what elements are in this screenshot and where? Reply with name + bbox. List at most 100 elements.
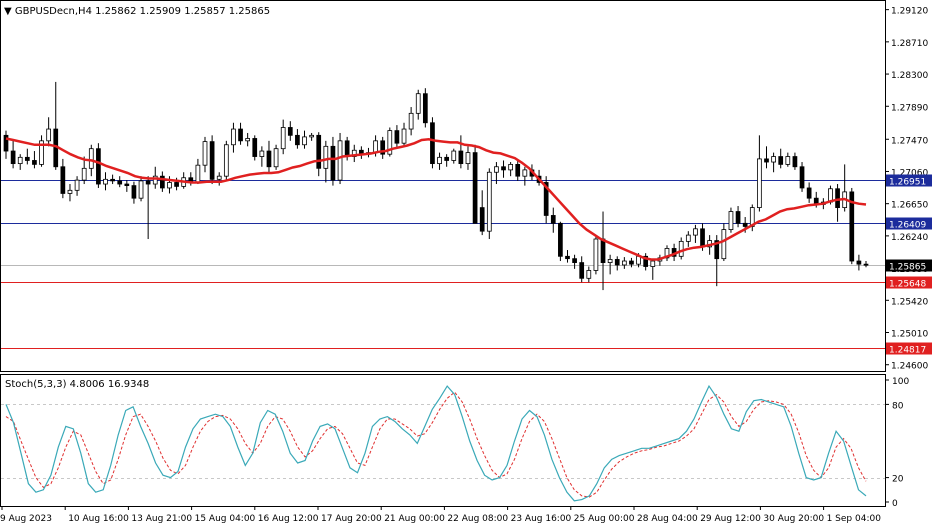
candle-body-72 xyxy=(515,163,521,177)
candle-body-120 xyxy=(856,260,862,265)
price-tick-label-1: 1.28710 xyxy=(891,39,928,49)
price-tick-label-7: 1.26240 xyxy=(891,233,928,243)
candle-body-81 xyxy=(579,262,585,279)
candle-body-93 xyxy=(664,248,670,259)
price-tick-label-0: 1.29120 xyxy=(891,7,928,17)
candles xyxy=(3,81,869,291)
candle-body-86 xyxy=(614,259,620,266)
candle-body-108 xyxy=(771,156,776,163)
stoch-tick-label-2: 20 xyxy=(892,475,904,485)
price-axis: 1.29120 1.28710 1.28300 1.27890 1.27470 1.270… xyxy=(885,7,928,372)
candle-body-60 xyxy=(430,122,435,165)
time-tick-label-9: 25 Aug 00:00 xyxy=(574,514,635,524)
candle-body-42 xyxy=(302,136,307,146)
candle-body-27 xyxy=(195,164,201,183)
candle-body-8 xyxy=(60,166,66,194)
open-value: 1.25862 xyxy=(95,6,136,17)
price-tick-label-6: 1.26650 xyxy=(891,201,928,211)
stoch-main-line xyxy=(5,384,867,502)
time-tick-label-6: 21 Aug 00:00 xyxy=(384,514,445,524)
candle-body-64 xyxy=(458,150,464,165)
price-tick-label-5: 1.27060 xyxy=(891,168,928,178)
candle-body-6 xyxy=(46,128,51,142)
candle-body-31 xyxy=(223,144,229,177)
candle-body-76 xyxy=(543,182,549,216)
candle-body-66 xyxy=(472,152,478,224)
stoch-tick-label-3: 0 xyxy=(892,499,898,509)
time-tick-label-0: 9 Aug 2023 xyxy=(0,514,52,524)
candle-body-84 xyxy=(600,238,606,263)
candle-body-16 xyxy=(117,180,123,185)
candle-body-95 xyxy=(678,240,684,257)
candle-body-61 xyxy=(437,156,442,165)
time-tick-label-1: 10 Aug 16:00 xyxy=(68,514,129,524)
price-tick-label-9: 1.25420 xyxy=(891,297,928,307)
candle-body-12 xyxy=(88,148,94,169)
candle-body-1 xyxy=(10,150,16,165)
candle-body-73 xyxy=(522,169,528,177)
candle-body-29 xyxy=(209,141,215,180)
time-tick-label-3: 15 Aug 04:00 xyxy=(195,514,256,524)
stochastic-panel[interactable]: 100 80 20 0 Stoch(5,3,3) 4.8006 16.9348 xyxy=(0,374,910,510)
time-tick-label-8: 23 Aug 16:00 xyxy=(511,514,572,524)
candle-body-69 xyxy=(494,166,499,173)
price-tag-label-0: 1.26951 xyxy=(889,178,926,188)
price-tag-2 xyxy=(886,259,932,272)
candle-body-82 xyxy=(586,270,592,279)
time-tick-label-10: 28 Aug 04:00 xyxy=(637,514,698,524)
candle-body-52 xyxy=(373,140,378,154)
time-tick-label-7: 22 Aug 08:00 xyxy=(447,514,508,524)
candle-body-32 xyxy=(231,128,236,146)
candle-body-47 xyxy=(337,140,343,181)
price-tag-0 xyxy=(886,174,932,187)
time-tick-label-12: 30 Aug 20:00 xyxy=(763,514,824,524)
price-tag-4 xyxy=(886,342,932,355)
candle-body-57 xyxy=(408,112,414,130)
candle-body-68 xyxy=(486,171,492,232)
candle-body-58 xyxy=(415,93,421,114)
candle-body-90 xyxy=(643,255,649,267)
stoch-axis: 100 80 20 0 xyxy=(885,377,909,509)
low-value: 1.25857 xyxy=(184,6,225,17)
candle-body-35 xyxy=(252,138,258,157)
candle-body-10 xyxy=(74,179,80,191)
stoch-header: Stoch(5,3,3) 4.8006 16.9348 xyxy=(5,379,149,390)
stoch-main-value: 4.8006 xyxy=(70,379,105,390)
candle-body-78 xyxy=(558,222,563,257)
candle-body-117 xyxy=(835,188,840,209)
price-tag-label-3: 1.25648 xyxy=(889,280,926,290)
candle-body-63 xyxy=(451,150,457,161)
price-tag-1 xyxy=(886,217,932,230)
candle-body-87 xyxy=(621,260,627,266)
candle-body-113 xyxy=(806,187,812,199)
price-tick-label-10: 1.25010 xyxy=(891,330,928,340)
time-tick-label-4: 16 Aug 12:00 xyxy=(258,514,319,524)
candle-body-70 xyxy=(501,166,506,171)
candle-body-24 xyxy=(174,182,179,187)
candle-body-41 xyxy=(295,134,300,146)
candle-body-80 xyxy=(572,258,577,263)
time-tick-label-5: 17 Aug 20:00 xyxy=(321,514,382,524)
candle-body-109 xyxy=(778,156,784,165)
candle-body-104 xyxy=(742,222,748,227)
candle-body-110 xyxy=(785,156,791,165)
price-tag-label-4: 1.24817 xyxy=(889,346,926,356)
moving-average-line xyxy=(5,137,867,261)
candle-body-121 xyxy=(863,263,869,266)
candle-body-38 xyxy=(273,148,279,168)
candle-body-44 xyxy=(316,134,322,169)
dropdown-arrow-icon[interactable]: ▼ xyxy=(4,6,15,17)
candle-body-103 xyxy=(735,211,741,224)
candle-body-97 xyxy=(693,228,698,236)
stoch-signal-value: 16.9348 xyxy=(108,379,149,390)
candle-body-15 xyxy=(110,178,115,182)
candle-body-34 xyxy=(245,138,251,142)
candle-body-54 xyxy=(387,130,393,155)
stoch-tick-label-0: 100 xyxy=(892,377,909,387)
candle-body-56 xyxy=(401,128,407,144)
candle-body-65 xyxy=(465,152,471,165)
candle-body-5 xyxy=(39,140,44,165)
candle-body-20 xyxy=(145,180,151,185)
main-price-panel[interactable]: 1.29120 1.28710 1.28300 1.27890 1.27470 1.270… xyxy=(0,0,932,372)
